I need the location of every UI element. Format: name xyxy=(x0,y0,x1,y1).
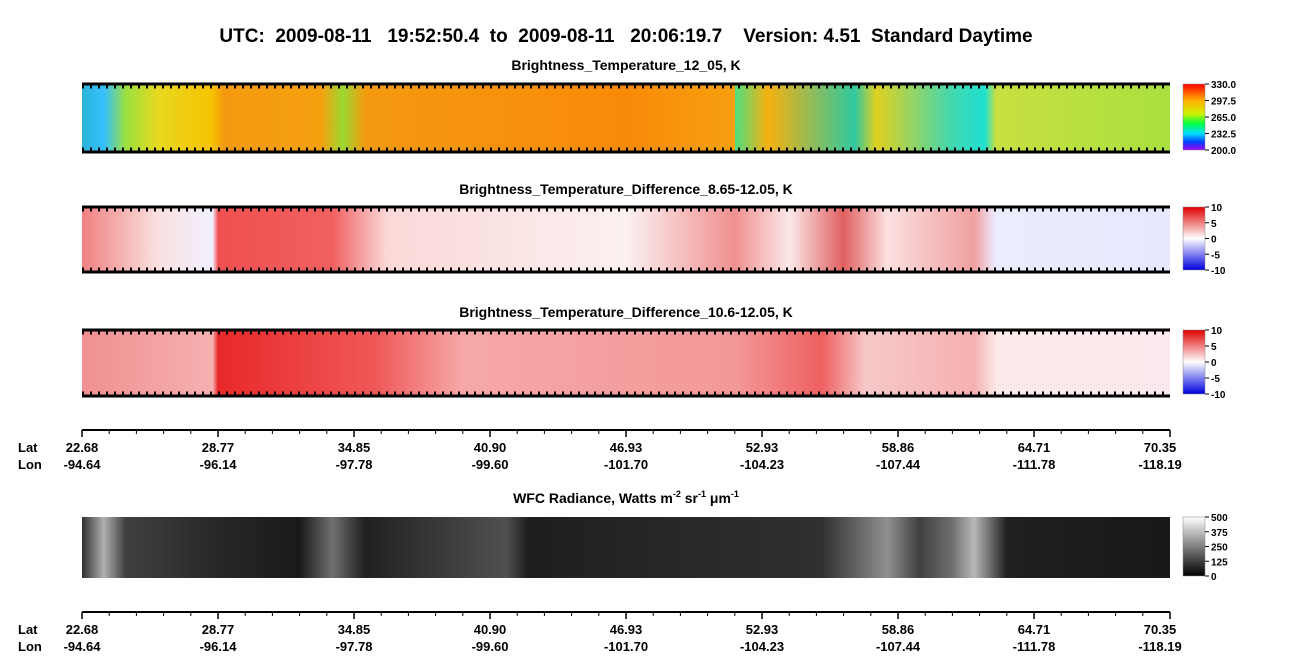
lon-label: Lon xyxy=(18,639,42,654)
lat-value: 34.85 xyxy=(338,440,371,455)
colorbar-label: -5 xyxy=(1211,250,1220,261)
lat-value: 22.68 xyxy=(66,440,99,455)
colorbar-label: 265.0 xyxy=(1211,113,1236,124)
colorbar-label: 0 xyxy=(1211,235,1217,246)
colorbar xyxy=(1182,516,1206,577)
lon-value: -97.78 xyxy=(336,457,373,472)
lat-value: 28.77 xyxy=(202,440,235,455)
title-part: -2 xyxy=(673,489,681,499)
lat-value: 70.35 xyxy=(1144,440,1177,455)
title-part: WFC Radiance, Watts m xyxy=(513,490,673,506)
lon-value: -99.60 xyxy=(472,457,509,472)
lon-value: -96.14 xyxy=(200,639,238,654)
colorbar xyxy=(1182,83,1206,151)
lat-value: 40.90 xyxy=(474,622,507,637)
lat-value: 58.86 xyxy=(882,622,915,637)
lat-value: 22.68 xyxy=(66,622,99,637)
lat-value: 70.35 xyxy=(1144,622,1177,637)
colorbar-label: 232.5 xyxy=(1211,130,1236,141)
colorbar-label: 5 xyxy=(1211,219,1217,230)
colorbar-label: 297.5 xyxy=(1211,97,1236,108)
colorbar-label: 375 xyxy=(1211,528,1228,539)
panel-title: WFC Radiance, Watts m-2 sr-1 μm-1 xyxy=(513,489,739,506)
lat-label: Lat xyxy=(18,622,38,637)
lon-value: -94.64 xyxy=(64,639,102,654)
lat-value: 40.90 xyxy=(474,440,507,455)
lat-value: 34.85 xyxy=(338,622,371,637)
lon-value: -97.78 xyxy=(336,639,373,654)
lat-value: 52.93 xyxy=(746,440,779,455)
colorbar-label: 10 xyxy=(1211,203,1223,214)
title-part: -1 xyxy=(698,489,706,499)
colorbar-label: 125 xyxy=(1211,557,1228,568)
lon-label: Lon xyxy=(18,457,42,472)
lon-value: -101.70 xyxy=(604,457,648,472)
colorbar-label: 500 xyxy=(1211,513,1228,524)
satellite-image xyxy=(82,517,1170,578)
lon-value: -99.60 xyxy=(472,639,509,654)
lat-value: 28.77 xyxy=(202,622,235,637)
lat-value: 64.71 xyxy=(1018,440,1051,455)
colorbar-label: 330.0 xyxy=(1211,80,1236,91)
lat-value: 64.71 xyxy=(1018,622,1051,637)
title-part: -1 xyxy=(731,489,739,499)
colorbar-label: -5 xyxy=(1211,374,1220,385)
colorbar-label: -10 xyxy=(1211,266,1226,277)
colorbar xyxy=(1182,329,1206,395)
lat-value: 46.93 xyxy=(610,440,643,455)
satellite-image xyxy=(82,84,1170,152)
satellite-image xyxy=(82,330,1170,396)
lon-value: -104.23 xyxy=(740,457,784,472)
lon-value: -118.19 xyxy=(1138,457,1181,472)
satellite-image xyxy=(82,207,1170,272)
lat-value: 52.93 xyxy=(746,622,779,637)
colorbar-label: 10 xyxy=(1211,326,1223,337)
lon-value: -96.14 xyxy=(200,457,238,472)
lat-value: 46.93 xyxy=(610,622,643,637)
lon-value: -107.44 xyxy=(876,639,921,654)
colorbar-label: 5 xyxy=(1211,342,1217,353)
lon-value: -101.70 xyxy=(604,639,648,654)
title-part: μm xyxy=(706,490,731,506)
lon-value: -104.23 xyxy=(740,639,784,654)
lon-value: -94.64 xyxy=(64,457,102,472)
lat-label: Lat xyxy=(18,440,38,455)
lon-value: -111.78 xyxy=(1013,457,1056,472)
figure-title: UTC: 2009-08-11 19:52:50.4 to 2009-08-11… xyxy=(219,26,1032,47)
colorbar-label: 0 xyxy=(1211,358,1217,369)
colorbar-label: 250 xyxy=(1211,543,1228,554)
colorbar xyxy=(1182,206,1206,271)
colorbar-label: 200.0 xyxy=(1211,146,1236,157)
lat-value: 58.86 xyxy=(882,440,915,455)
colorbar-label: -10 xyxy=(1211,390,1226,401)
lon-value: -118.19 xyxy=(1138,639,1181,654)
title-part: sr xyxy=(681,490,699,506)
lon-value: -107.44 xyxy=(876,457,921,472)
panel-title: Brightness_Temperature_Difference_8.65-1… xyxy=(459,181,793,197)
lon-value: -111.78 xyxy=(1013,639,1056,654)
panel-title: Brightness_Temperature_Difference_10.6-1… xyxy=(459,304,793,320)
colorbar-label: 0 xyxy=(1211,572,1217,583)
panel-title: Brightness_Temperature_12_05, K xyxy=(511,57,740,73)
